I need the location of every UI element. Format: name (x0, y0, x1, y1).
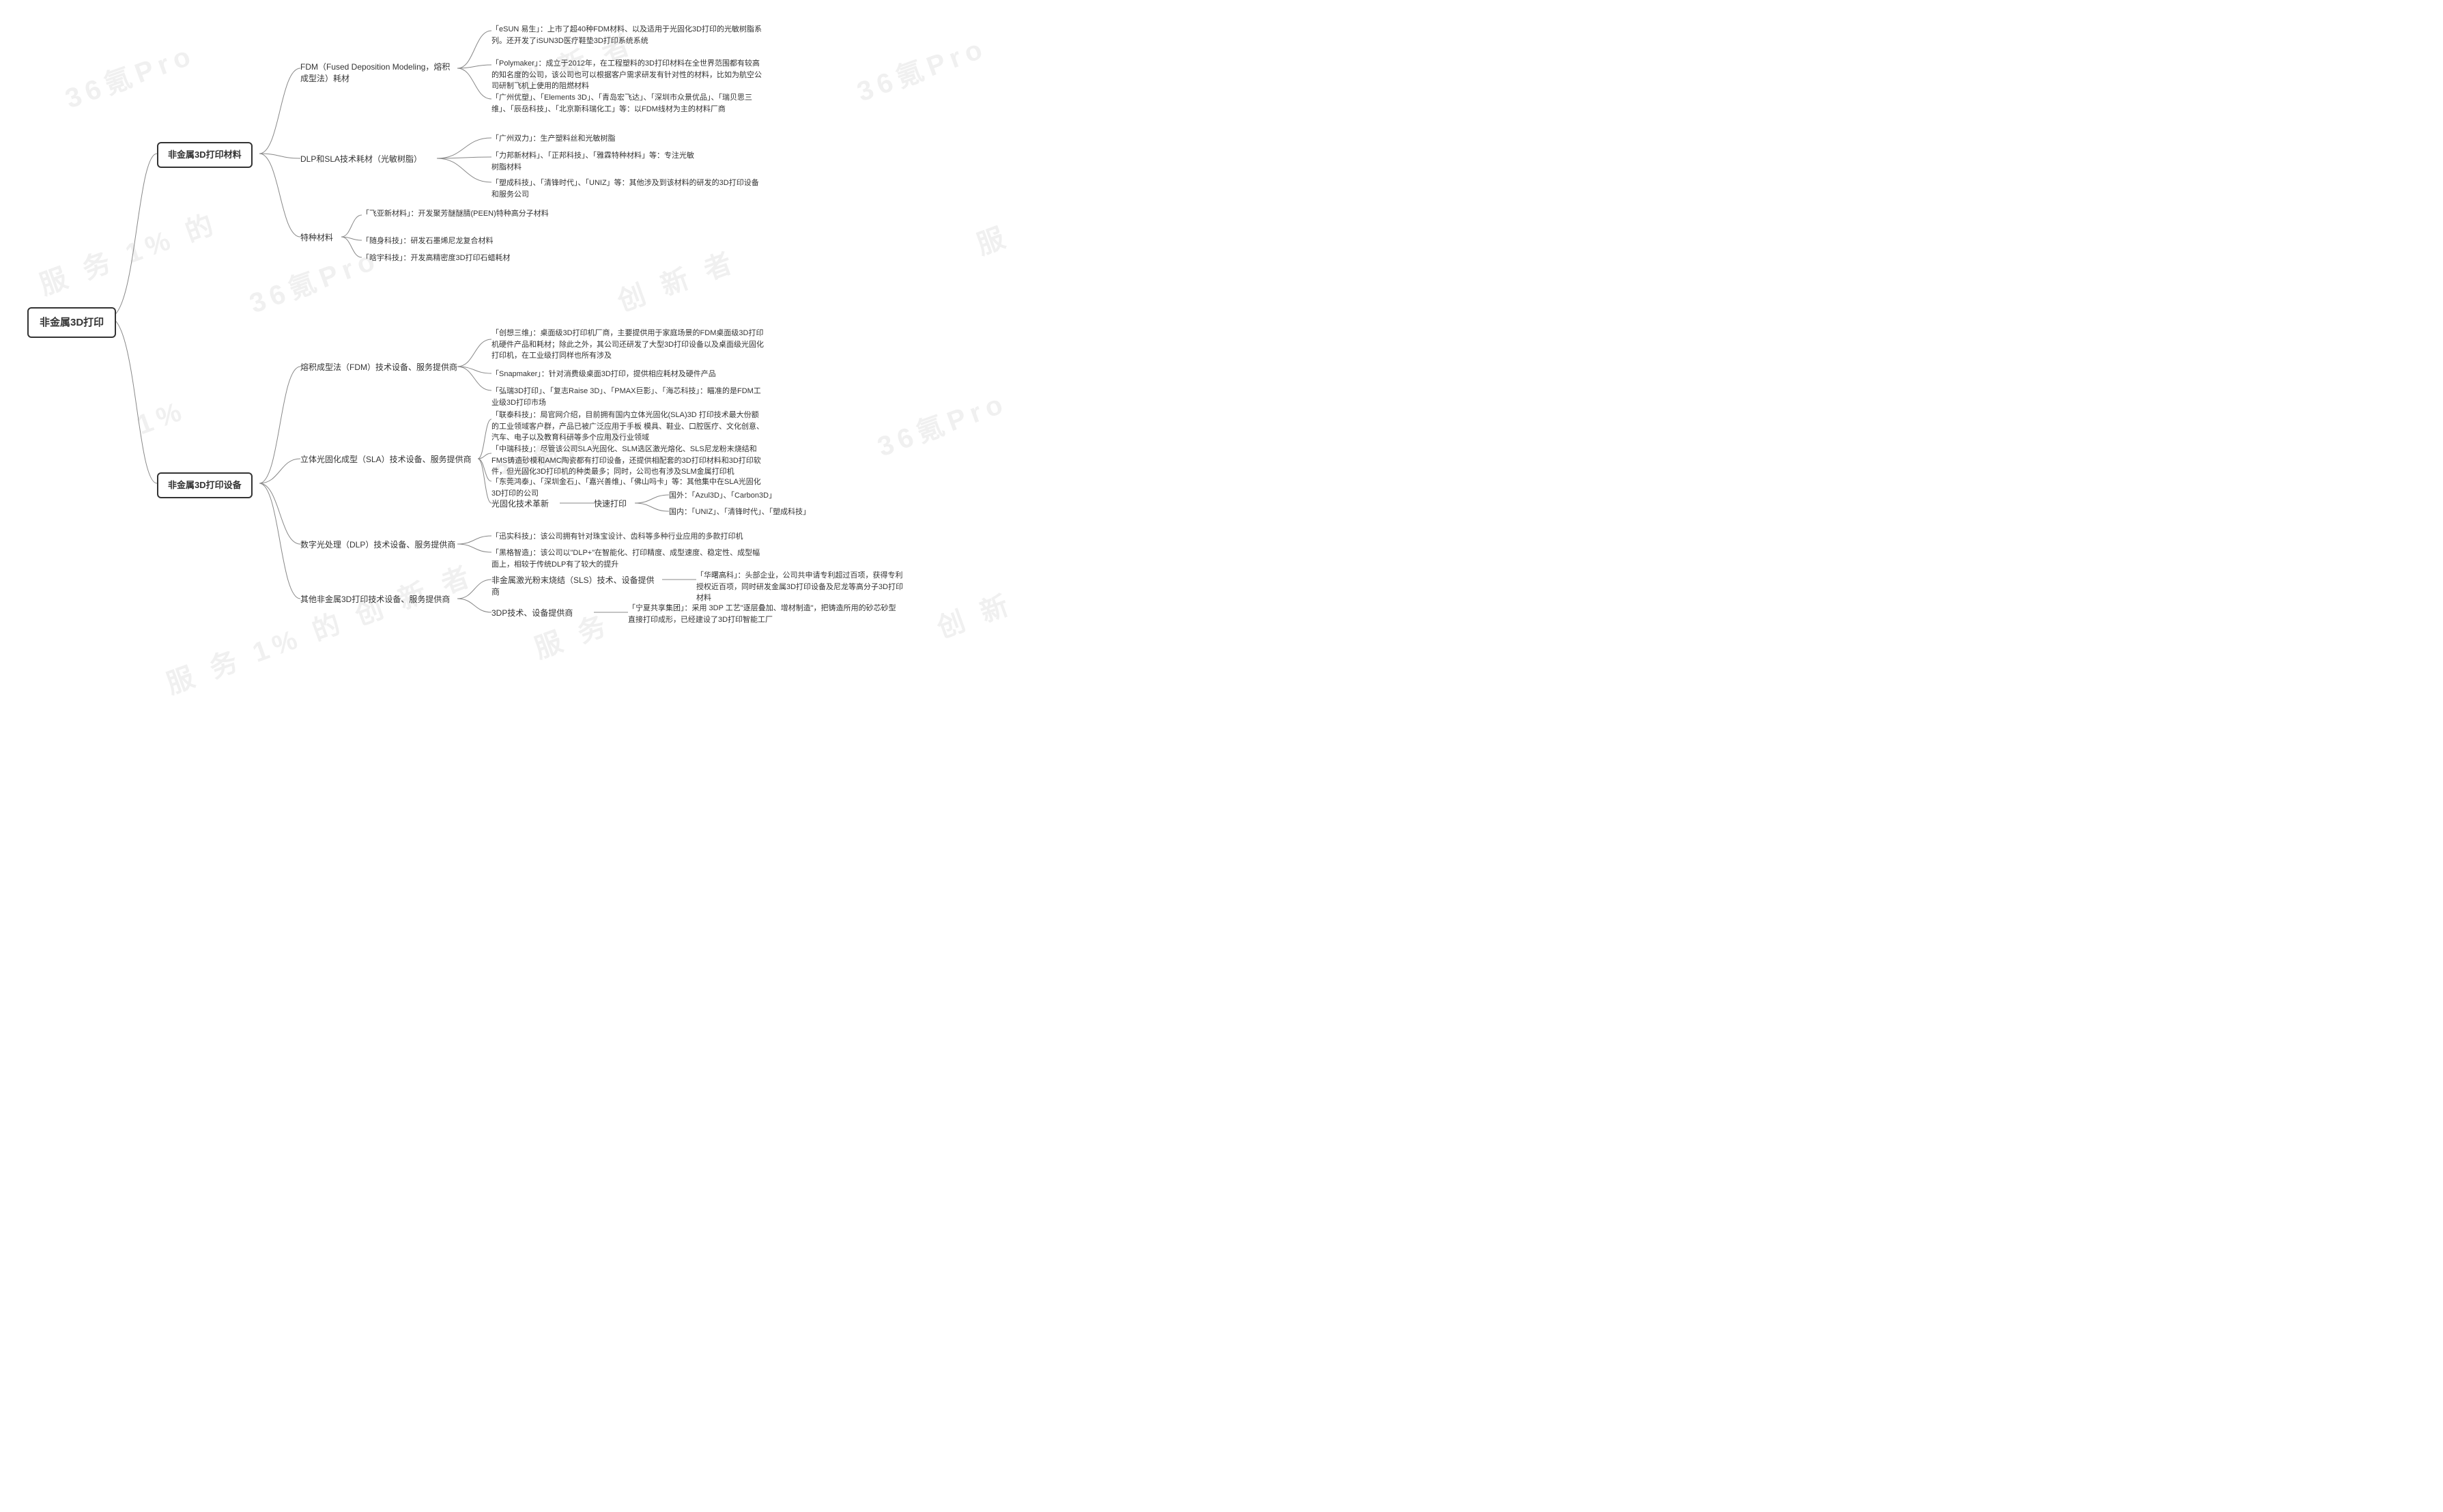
eq-sla-fast: 快速打印 (594, 498, 635, 510)
eq-other-sls-leaf: 「华曙高科」：头部企业，公司共申请专利超过百项，获得专利授权近百项，同时研发金属… (696, 570, 908, 604)
eq-other-label: 其他非金属3D打印技术设备、服务提供商 (300, 594, 457, 605)
eq-fdm-label: 熔积成型法（FDM）技术设备、服务提供商 (300, 362, 457, 373)
eq-sla-label: 立体光固化成型（SLA）技术设备、服务提供商 (300, 454, 478, 466)
eq-other-3dp-leaf: 「宁夏共享集团」：采用 3DP 工艺"逐层叠加、增材制造"，把铸造所用的砂芯砂型… (628, 603, 901, 625)
mat-special-leaf-1: 「随身科技」：研发石墨烯尼龙复合材料 (362, 236, 567, 247)
mat-fdm-leaf-2: 「广州优塑」、「Elements 3D」、「青岛宏飞达」、「深圳市众景优品」、「… (491, 92, 765, 115)
eq-sla-foreign: 国外：「Azul3D」、「Carbon3D」 (669, 490, 840, 502)
eq-fdm-leaf-1: 「Snapmaker」：针对消费级桌面3D打印，提供相应耗材及硬件产品 (491, 369, 751, 380)
equipment-node: 非金属3D打印设备 (157, 472, 253, 498)
eq-sla-leaf-0: 「联泰科技」：局官网介绍，目前拥有国内立体光固化(SLA)3D 打印技术最大份额… (491, 410, 765, 444)
mat-special-leaf-2: 「晗宇科技」：开发高精密度3D打印石蜡耗材 (362, 253, 567, 264)
eq-other-sls: 非金属激光粉末烧结（SLS）技术、设备提供商 (491, 575, 662, 598)
eq-sla-domestic: 国内：「UNIZ」、「清锋时代」、「塑成科技」 (669, 507, 860, 518)
mat-fdm-label: FDM（Fused Deposition Modeling，熔积成型法）耗材 (300, 61, 457, 85)
eq-sla-innovation: 光固化技术革新 (491, 498, 560, 510)
materials-node: 非金属3D打印材料 (157, 142, 253, 168)
eq-dlp-label: 数字光处理（DLP）技术设备、服务提供商 (300, 539, 457, 551)
mat-special-leaf-0: 「飞亚新材料」：开发聚芳醚醚腈(PEEN)特种高分子材料 (362, 208, 567, 220)
mat-special-label: 特种材料 (300, 232, 341, 244)
eq-dlp-leaf-1: 「黑格智造」：该公司以"DLP+"在智能化、打印精度、成型速度、稳定性、成型幅面… (491, 547, 765, 570)
eq-fdm-leaf-0: 「创想三维」：桌面级3D打印机厂商，主要提供用于家庭场景的FDM桌面级3D打印机… (491, 328, 765, 362)
root-node: 非金属3D打印 (27, 307, 116, 338)
eq-sla-leaf-1: 「中瑞科技」：尽管该公司SLA光固化、SLM选区激光熔化、SLS尼龙粉末烧结和F… (491, 444, 765, 478)
mat-dlpsla-leaf-0: 「广州双力」：生产塑料丝和光敏树脂 (491, 133, 696, 145)
mat-fdm-leaf-1: 「Polymaker」：成立于2012年，在工程塑料的3D打印材料在全世界范围都… (491, 58, 765, 92)
eq-dlp-leaf-0: 「迅实科技」：该公司拥有针对珠宝设计、齿科等多种行业应用的多款打印机 (491, 531, 765, 543)
mindmap-container: 非金属3D打印 非金属3D打印材料 非金属3D打印设备 FDM（Fused De… (0, 0, 1055, 653)
mat-dlpsla-label: DLP和SLA技术耗材（光敏树脂） (300, 154, 437, 165)
eq-fdm-leaf-2: 「弘瑞3D打印」、「复志Raise 3D」、「PMAX巨影」、「海芯科技」：瞄准… (491, 386, 765, 408)
mat-dlpsla-leaf-2: 「塑成科技」、「清锋时代」、「UNIZ」等：其他涉及到该材料的研发的3D打印设备… (491, 177, 765, 200)
eq-other-3dp: 3DP技术、设备提供商 (491, 608, 594, 619)
mat-fdm-leaf-0: 「eSUN 易生」：上市了超40种FDM材料、以及适用于光固化3D打印的光敏树脂… (491, 24, 765, 46)
mat-dlpsla-leaf-1: 「力邦新材料」、「正邦科技」、「雅霖特种材料」等：专注光敏树脂材料 (491, 150, 696, 173)
